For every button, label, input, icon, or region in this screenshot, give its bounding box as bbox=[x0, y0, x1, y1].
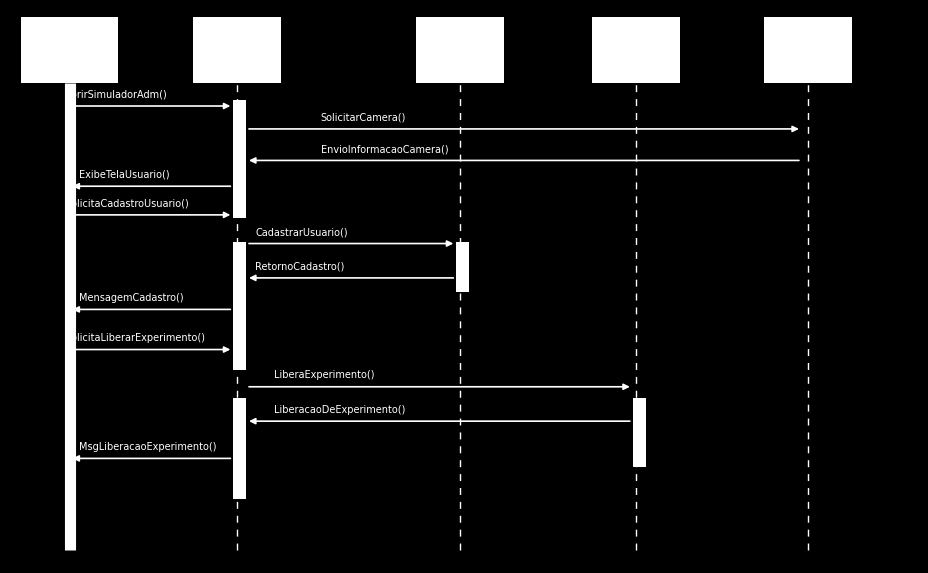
Bar bbox=[456, 242, 469, 292]
Bar bbox=[632, 398, 645, 467]
Bar bbox=[20, 17, 119, 83]
Bar bbox=[233, 398, 246, 499]
Text: CadastrarUsuario(): CadastrarUsuario() bbox=[255, 227, 348, 237]
Text: SolicitaLiberarExperimento(): SolicitaLiberarExperimento() bbox=[65, 333, 205, 343]
Text: ExibeTelaUsuario(): ExibeTelaUsuario() bbox=[79, 170, 170, 180]
Bar bbox=[233, 100, 246, 218]
Bar bbox=[763, 17, 852, 83]
Text: LiberaExperimento(): LiberaExperimento() bbox=[274, 371, 374, 380]
Text: LiberacaoDeExperimento(): LiberacaoDeExperimento() bbox=[274, 405, 405, 415]
Bar bbox=[193, 17, 280, 83]
Text: MsgLiberacaoExperimento(): MsgLiberacaoExperimento() bbox=[79, 442, 216, 452]
Bar bbox=[233, 242, 246, 370]
Text: AbrirSimuladorAdm(): AbrirSimuladorAdm() bbox=[65, 90, 168, 100]
Bar bbox=[592, 17, 679, 83]
Bar bbox=[416, 17, 503, 83]
Text: SolicitarCamera(): SolicitarCamera() bbox=[320, 113, 406, 123]
Text: SolicitaCadastroUsuario(): SolicitaCadastroUsuario() bbox=[65, 199, 188, 209]
Text: EnvioInformacaoCamera(): EnvioInformacaoCamera() bbox=[320, 144, 447, 154]
Text: MensagemCadastro(): MensagemCadastro() bbox=[79, 293, 184, 303]
Text: RetornoCadastro(): RetornoCadastro() bbox=[255, 262, 344, 272]
